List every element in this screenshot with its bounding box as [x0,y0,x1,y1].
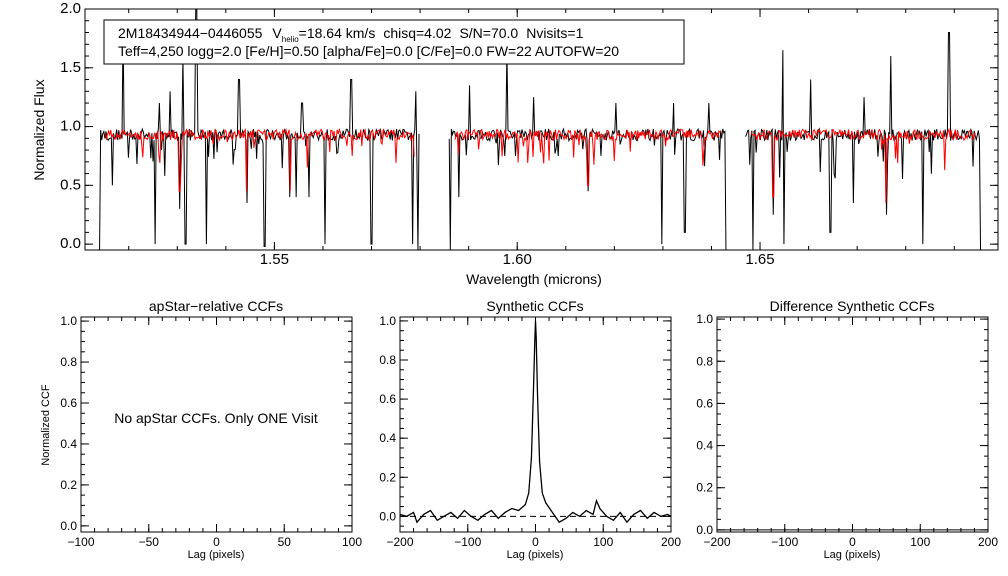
apstar-ccf-panel: apStar−relative CCFs −100 −50 0 50 100 0.0 0.2… [40,298,362,561]
synthetic-ccf-series [399,320,672,524]
spectrum-y-tick-label: 1.0 [60,118,81,135]
apstar-ccf-title: apStar−relative CCFs [149,298,283,314]
synthetic-ccf-x-tick-label: 100 [593,535,613,549]
annotation-frame [103,19,685,65]
difference-ccf-x-tick-label: −100 [771,535,798,549]
spectrum-x-tick-label: 1.60 [503,251,532,268]
apstar-ccf-y-tick-label: 0.0 [60,519,77,533]
synthetic-ccf-line [399,320,672,524]
spectrum-y-label: Normalized Flux [31,79,47,180]
apstar-ccf-x-tick-label: 50 [278,535,292,549]
synthetic-ccf-y-tick-label: 0.8 [379,353,396,367]
synthetic-ccf-x-tick-label: 0 [532,535,539,549]
difference-ccf-y-tick-label: 0.0 [696,523,713,537]
synthetic-spectrum-line [454,128,722,186]
difference-ccf-y-tick-label: 0.4 [696,439,713,453]
spectrum-ticks: 1.55 1.60 1.65 0.0 0.5 1.0 1.5 2.0 [60,0,998,268]
annotation-line-1: 2M18434944−0446055 Vhelio=18.64 km/s chisq… [118,25,584,44]
difference-ccf-y-tick-label: 1.0 [696,312,713,326]
spectrum-x-label: Wavelength (microns) [466,271,602,287]
spectrum-x-tick-label: 1.55 [260,251,289,268]
difference-ccf-x-tick-label: 0 [849,535,856,549]
apstar-ccf-y-tick-label: 0.4 [60,437,77,451]
synthetic-ccf-y-tick-label: 0.0 [379,509,396,523]
observed-spectrum-line [448,50,727,251]
annotation-line-2: Teff=4,250 logg=2.0 [Fe/H]=0.50 [alpha/F… [118,43,619,59]
spectrum-y-tick-label: 0.5 [60,176,81,193]
spectrum-y-tick-label: 1.5 [60,59,81,76]
difference-ccf-y-tick-label: 0.6 [696,396,713,410]
apstar-ccf-x-tick-label: −100 [67,535,94,549]
chisq: chisq=4.02 [383,25,451,41]
apstar-ccf-y-tick-label: 0.2 [60,478,77,492]
synthetic-ccf-x-tick-label: −100 [454,535,481,549]
synthetic-ccf-ticks: −200 −100 0 100 200 0.0 0.2 0.4 0.6 0.8 1.0 [379,314,681,549]
spectrum-x-tick-label: 1.65 [745,251,774,268]
nvisits: Nvisits=1 [526,25,583,41]
synthetic-ccf-y-tick-label: 1.0 [379,314,396,328]
apstar-ccf-x-tick-label: 0 [213,535,220,549]
difference-ccf-x-tick-label: −200 [703,535,730,549]
synthetic-ccf-axes-frame [399,316,672,533]
difference-ccf-axes-frame [716,316,989,533]
synthetic-ccf-x-tick-label: 200 [661,535,681,549]
difference-ccf-title: Difference Synthetic CCFs [770,298,935,314]
spectrum-y-tick-label: 0.0 [60,235,81,252]
synthetic-ccf-y-tick-label: 0.2 [379,470,396,484]
difference-ccf-y-tick-label: 0.8 [696,354,713,368]
difference-ccf-x-tick-label: 200 [978,535,998,549]
apstar-ccf-x-label: Lag (pixels) [188,549,245,561]
synthetic-ccf-y-tick-label: 0.6 [379,392,396,406]
no-ccf-message: No apStar CCFs. Only ONE Visit [114,410,318,426]
spectrum-annotation-box: 2M18434944−0446055 Vhelio=18.64 km/s chisq… [103,19,685,65]
star-id: 2M18434944−0446055 [118,25,263,41]
difference-ccf-x-label: Lag (pixels) [824,549,881,561]
synthetic-ccf-x-label: Lag (pixels) [507,549,564,561]
apstar-ccf-ticks: −100 −50 0 50 100 0.0 0.2 0.4 0.6 0.8 1.0 [60,314,362,549]
apstar-ccf-y-tick-label: 0.6 [60,396,77,410]
synthetic-ccf-panel: Synthetic CCFs −200 −100 0 100 200 0.0 0.2 0.4 0… [379,298,681,561]
spectrum-axes-frame [84,8,999,251]
spectrum-y-tick-label: 2.0 [60,0,81,17]
apstar-ccf-x-tick-label: 100 [342,535,362,549]
synthetic-ccf-title: Synthetic CCFs [486,298,583,314]
apstar-ccf-x-tick-label: −50 [139,535,160,549]
difference-ccf-x-tick-label: 100 [910,535,930,549]
vhelio-subscript: helio [282,35,299,44]
difference-ccf-panel: Difference Synthetic CCFs −200 −100 0 100 20… [696,298,998,561]
spectrum-series [99,8,982,251]
spectrum-panel: 1.55 1.60 1.65 0.0 0.5 1.0 1.5 2.0 Wavelength (… [31,0,999,287]
apstar-ccf-y-label: Normalized CCF [40,384,52,466]
vhelio-label: V [272,25,282,41]
synthetic-spectrum-line [104,127,415,192]
snr: S/N=70.0 [459,25,518,41]
synthetic-ccf-y-tick-label: 0.4 [379,431,396,445]
apstar-ccf-y-tick-label: 1.0 [60,314,77,328]
vhelio-value: =18.64 km/s [299,25,376,41]
synthetic-ccf-x-tick-label: −200 [386,535,413,549]
difference-ccf-y-tick-label: 0.2 [696,481,713,495]
difference-ccf-ticks: −200 −100 0 100 200 0.0 0.2 0.4 0.6 0.8 1.0 [696,312,998,549]
synthetic-spectrum-line [750,127,976,203]
apstar-ccf-y-tick-label: 0.8 [60,355,77,369]
